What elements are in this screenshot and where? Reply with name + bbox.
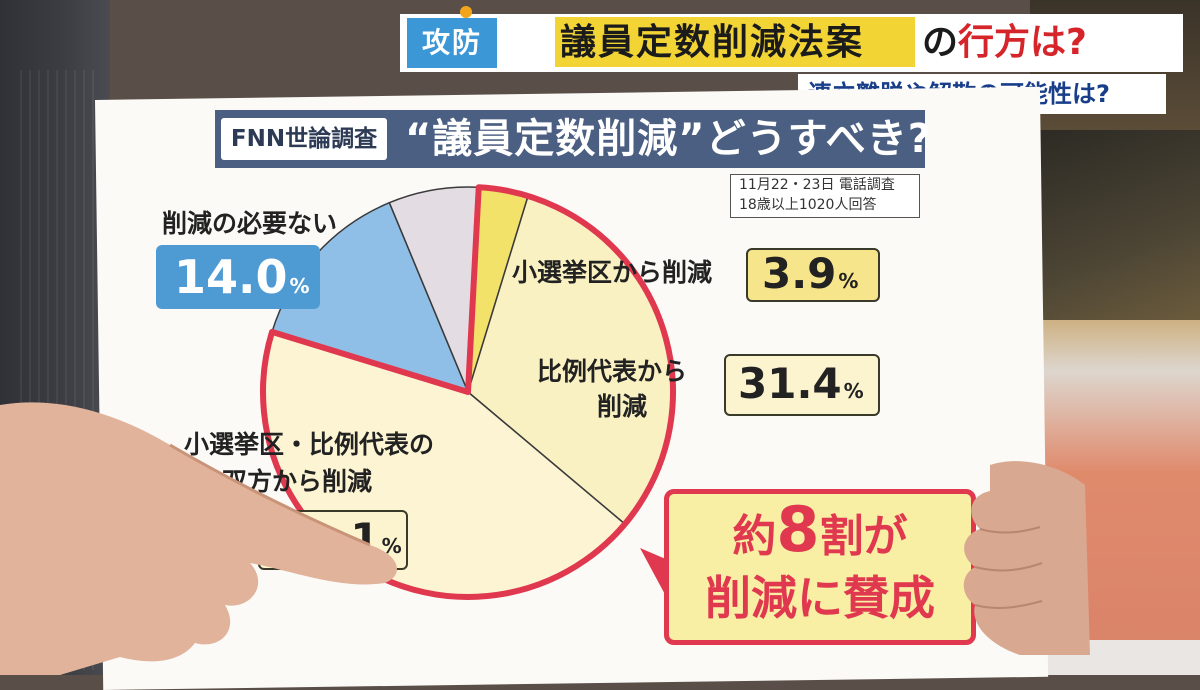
- reduction-group-outline: [260, 184, 676, 600]
- callout-post: 割が: [819, 511, 908, 562]
- banner-title-suffix: の行方は?: [922, 18, 1087, 68]
- callout-box: [664, 489, 976, 645]
- banner-logo-dot: [460, 6, 472, 18]
- label-no-reduction: 削減の必要ない: [162, 209, 338, 238]
- banner-suffix-plain: の: [922, 22, 959, 63]
- banner-tag: 攻防: [407, 18, 497, 68]
- value-no-reduction-number: 14.0: [174, 250, 288, 304]
- value-proportional: 31.4%: [724, 354, 880, 416]
- studio-monitor: [1030, 130, 1200, 320]
- survey-note-respondents: 18歳以上1020人回答: [739, 197, 877, 213]
- banner-suffix-red: 行方は?: [958, 22, 1087, 63]
- callout-line1: 約8割が: [672, 499, 968, 567]
- callout-number: 8: [776, 493, 820, 566]
- value-single-seat-number: 3.9: [762, 249, 837, 298]
- survey-source-tag: FNN世論調査: [221, 118, 387, 160]
- callout-pre: 約: [732, 511, 777, 562]
- survey-note-date: 11月22・23日 電話調査: [739, 177, 895, 193]
- banner-title: 議員定数削減法案: [560, 22, 865, 63]
- percent-sign: %: [381, 534, 402, 558]
- banner-title-highlight: [555, 17, 915, 67]
- callout-pointer: [640, 548, 668, 600]
- label-single-seat: 小選挙区から削減: [512, 258, 713, 287]
- callout-line2: 削減に賛成: [705, 571, 935, 625]
- presenter-pointing-hand: [0, 402, 397, 675]
- chart-title: “議員定数削減”どうすべき?: [405, 116, 932, 162]
- presenter-holding-hand: [963, 461, 1090, 655]
- percent-sign: %: [289, 274, 310, 298]
- value-proportional-number: 31.4: [738, 359, 842, 408]
- percent-sign: %: [838, 269, 859, 293]
- value-single-seat: 3.9%: [746, 248, 880, 302]
- label-both-line1: 小選挙区・比例代表の: [184, 430, 435, 459]
- label-proportional-line1: 比例代表から: [537, 357, 688, 386]
- survey-note: 11月22・23日 電話調査 18歳以上1020人回答: [730, 174, 920, 218]
- value-no-reduction: 14.0%: [156, 245, 320, 309]
- percent-sign: %: [843, 379, 864, 403]
- label-proportional-line2: 削減: [597, 392, 648, 421]
